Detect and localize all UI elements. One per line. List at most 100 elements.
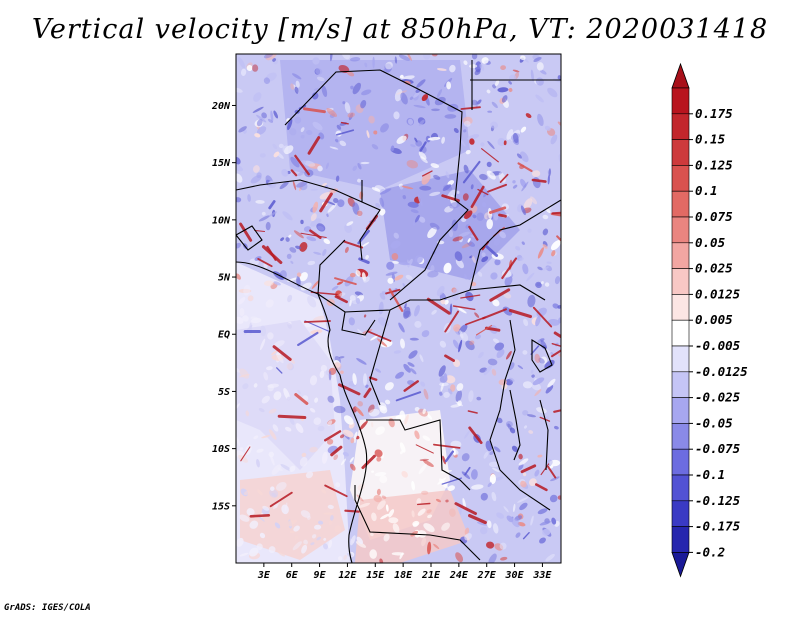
field-streak <box>426 297 451 315</box>
field-speckle <box>500 556 508 561</box>
field-speckle <box>441 136 445 144</box>
field-speckle <box>465 149 471 155</box>
field-speckle <box>317 225 325 231</box>
field-speckle <box>299 241 308 252</box>
field-speckle <box>238 126 247 133</box>
field-speckle <box>320 364 328 372</box>
field-speckle <box>406 160 418 169</box>
field-speckle <box>435 498 442 503</box>
field-speckle <box>239 552 249 557</box>
field-streak <box>467 410 478 414</box>
field-speckle <box>540 356 548 365</box>
field-streak <box>547 466 557 479</box>
field-speckle <box>453 324 461 332</box>
field-speckle <box>464 533 472 541</box>
colorbar-label: 0.075 <box>695 209 733 224</box>
field-speckle <box>344 275 354 287</box>
field-speckle <box>355 406 364 417</box>
field-speckle <box>339 140 347 147</box>
field-speckle <box>238 454 248 463</box>
field-speckle <box>528 430 534 434</box>
field-speckle <box>273 151 280 158</box>
field-speckle <box>401 185 414 190</box>
field-speckle <box>384 382 394 391</box>
field-speckle <box>294 535 299 540</box>
colorbar-label: 0.0125 <box>695 286 741 301</box>
field-speckle <box>238 374 250 378</box>
field-speckle <box>359 420 368 431</box>
field-speckle <box>310 218 322 227</box>
colorbar-box <box>671 345 690 373</box>
field-speckle <box>328 188 339 194</box>
field-speckle <box>327 420 333 426</box>
field-speckle <box>411 480 416 491</box>
field-speckle <box>309 375 318 386</box>
field-speckle <box>350 85 354 90</box>
field-streak <box>303 320 331 323</box>
field-speckle <box>281 168 289 177</box>
field-speckle <box>296 272 302 277</box>
field-speckle <box>445 171 450 179</box>
field-speckle <box>449 303 453 315</box>
colorbar-box <box>671 87 690 115</box>
field-speckle <box>430 265 435 273</box>
field-streak <box>470 185 485 208</box>
field-speckle <box>360 242 370 248</box>
field-streak <box>485 245 499 257</box>
field-speckle <box>536 282 541 287</box>
field-speckle <box>465 340 475 351</box>
field-speckle <box>512 69 520 73</box>
field-speckle <box>377 500 386 510</box>
field-speckle <box>272 424 279 432</box>
field-speckle <box>534 389 542 397</box>
field-speckle <box>487 482 492 488</box>
field-speckle <box>547 318 560 326</box>
field-speckle <box>284 426 292 432</box>
field-streak <box>385 288 401 295</box>
field-speckle <box>240 68 247 76</box>
field-speckle <box>245 410 250 417</box>
field-speckle <box>380 513 390 520</box>
field-speckle <box>519 502 528 511</box>
field-speckle <box>505 350 512 360</box>
field-speckle <box>544 359 555 369</box>
field-speckle <box>360 100 367 109</box>
field-speckle <box>305 471 314 479</box>
field-streak <box>460 294 481 299</box>
field-speckle <box>527 228 532 233</box>
field-speckle <box>375 426 385 435</box>
field-speckle <box>519 257 524 262</box>
field-speckle <box>292 180 297 191</box>
field-speckle <box>492 523 499 534</box>
field-speckle <box>259 338 266 351</box>
field-speckle <box>494 79 500 87</box>
field-speckle <box>463 164 469 174</box>
colorbar-box <box>671 165 690 192</box>
field-speckle <box>423 460 434 467</box>
field-speckle <box>246 65 253 71</box>
field-streak <box>272 345 292 361</box>
field-speckle <box>316 76 325 82</box>
field-speckle <box>243 490 250 496</box>
field-speckle <box>391 552 405 556</box>
field-speckle <box>357 209 362 217</box>
field-speckle <box>544 282 550 287</box>
field-speckle <box>402 283 406 288</box>
field-speckle <box>392 523 400 534</box>
field-speckle <box>296 180 308 188</box>
field-speckle <box>442 455 446 465</box>
field-speckle <box>523 425 528 429</box>
field-speckle <box>323 543 328 550</box>
field-speckle <box>479 173 488 181</box>
field-speckle <box>472 214 477 219</box>
field-speckle <box>276 352 284 364</box>
field-speckle <box>292 541 302 551</box>
field-speckle <box>491 467 500 473</box>
colorbar-label: 0.15 <box>695 132 726 147</box>
field-speckle <box>280 463 292 472</box>
field-speckle <box>385 61 393 70</box>
field-speckle <box>550 134 558 145</box>
field-speckle <box>325 162 329 170</box>
field-speckle <box>537 266 543 271</box>
border-car-drc <box>317 284 546 313</box>
